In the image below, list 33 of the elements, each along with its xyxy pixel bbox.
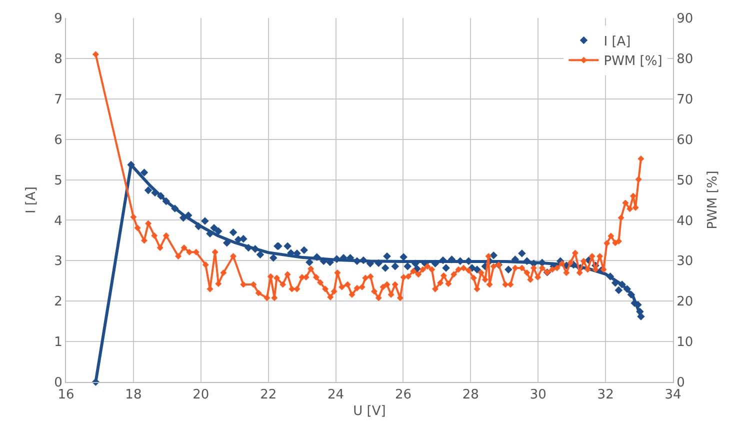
x-tick-label: 18 bbox=[125, 388, 142, 403]
y-tick-label: 7 bbox=[54, 92, 62, 108]
x-axis-title: U [V] bbox=[353, 404, 386, 420]
x-tick-label: 28 bbox=[462, 388, 479, 403]
x-tick-label: 20 bbox=[192, 388, 210, 403]
y2-tick-label: 40 bbox=[676, 214, 694, 229]
x-tick-label: 16 bbox=[58, 388, 74, 403]
y-tick-label: 5 bbox=[54, 173, 62, 188]
y2-tick-label: 10 bbox=[676, 335, 694, 350]
y2-tick-label: 50 bbox=[676, 173, 694, 188]
y-tick-label: 3 bbox=[54, 254, 62, 270]
x-tick-label: 30 bbox=[530, 388, 546, 403]
y-tick-label: 2 bbox=[54, 294, 62, 310]
y-axis-title: I [A] bbox=[24, 186, 40, 214]
y2-tick-label: 70 bbox=[676, 92, 694, 108]
legend-label: PWM [%] bbox=[604, 54, 662, 70]
y2-tick-label: 20 bbox=[676, 294, 694, 310]
x-tick-label: 22 bbox=[260, 388, 277, 403]
y-tick-label: 6 bbox=[54, 132, 62, 148]
y2-tick-label: 60 bbox=[676, 132, 694, 148]
y-tick-label: 1 bbox=[54, 335, 62, 350]
y2-tick-label: 80 bbox=[676, 52, 694, 67]
y2-axis-title: PWM [%] bbox=[706, 170, 721, 230]
y-tick-label: 4 bbox=[54, 214, 62, 229]
x-tick-label: 24 bbox=[328, 388, 344, 403]
y-tick-label: 8 bbox=[54, 52, 62, 67]
x-tick-label: 32 bbox=[597, 388, 614, 403]
y2-tick-label: 90 bbox=[676, 12, 694, 27]
y2-tick-label: 30 bbox=[676, 254, 694, 270]
x-tick-label: 34 bbox=[664, 388, 682, 403]
legend-label: I [A] bbox=[604, 34, 631, 50]
y-tick-label: 9 bbox=[54, 12, 62, 27]
x-tick-label: 26 bbox=[394, 388, 412, 403]
